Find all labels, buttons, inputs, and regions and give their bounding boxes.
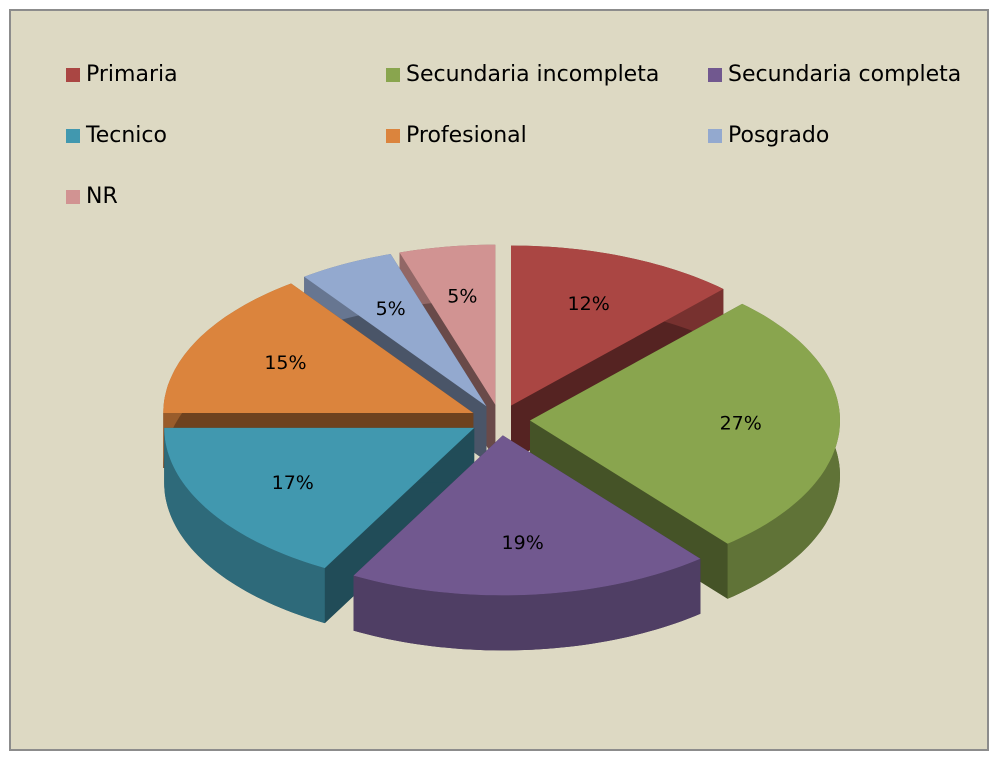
legend-swatch bbox=[386, 68, 400, 82]
pie-slice bbox=[530, 303, 840, 544]
legend-label: Secundaria completa bbox=[728, 62, 961, 87]
slice-wall bbox=[164, 427, 325, 624]
data-label: 27% bbox=[720, 412, 762, 434]
legend-swatch bbox=[708, 68, 722, 82]
data-label: 15% bbox=[264, 352, 306, 374]
slice-wall bbox=[353, 558, 701, 651]
legend-swatch bbox=[66, 129, 80, 143]
data-label: 5% bbox=[376, 298, 406, 320]
pie-slice bbox=[304, 254, 487, 407]
pie-slice bbox=[399, 244, 496, 405]
legend-swatch bbox=[66, 190, 80, 204]
legend-swatch bbox=[386, 129, 400, 143]
data-label: 17% bbox=[272, 472, 314, 494]
legend-label: Tecnico bbox=[85, 123, 167, 148]
data-label: 12% bbox=[568, 293, 610, 315]
legend-swatch bbox=[708, 129, 722, 143]
pie-slice bbox=[163, 283, 474, 413]
legend-label: Posgrado bbox=[728, 123, 829, 148]
pie-slice bbox=[353, 435, 701, 596]
data-label: 19% bbox=[502, 532, 544, 554]
pie-slice bbox=[164, 427, 475, 569]
pie-slice bbox=[511, 245, 724, 406]
legend-label: NR bbox=[86, 184, 118, 209]
legend-label: Secundaria incompleta bbox=[406, 62, 659, 87]
data-label: 5% bbox=[447, 286, 477, 308]
legend-label: Profesional bbox=[406, 123, 527, 148]
legend-label: Primaria bbox=[86, 62, 178, 87]
legend-swatch bbox=[66, 68, 80, 82]
